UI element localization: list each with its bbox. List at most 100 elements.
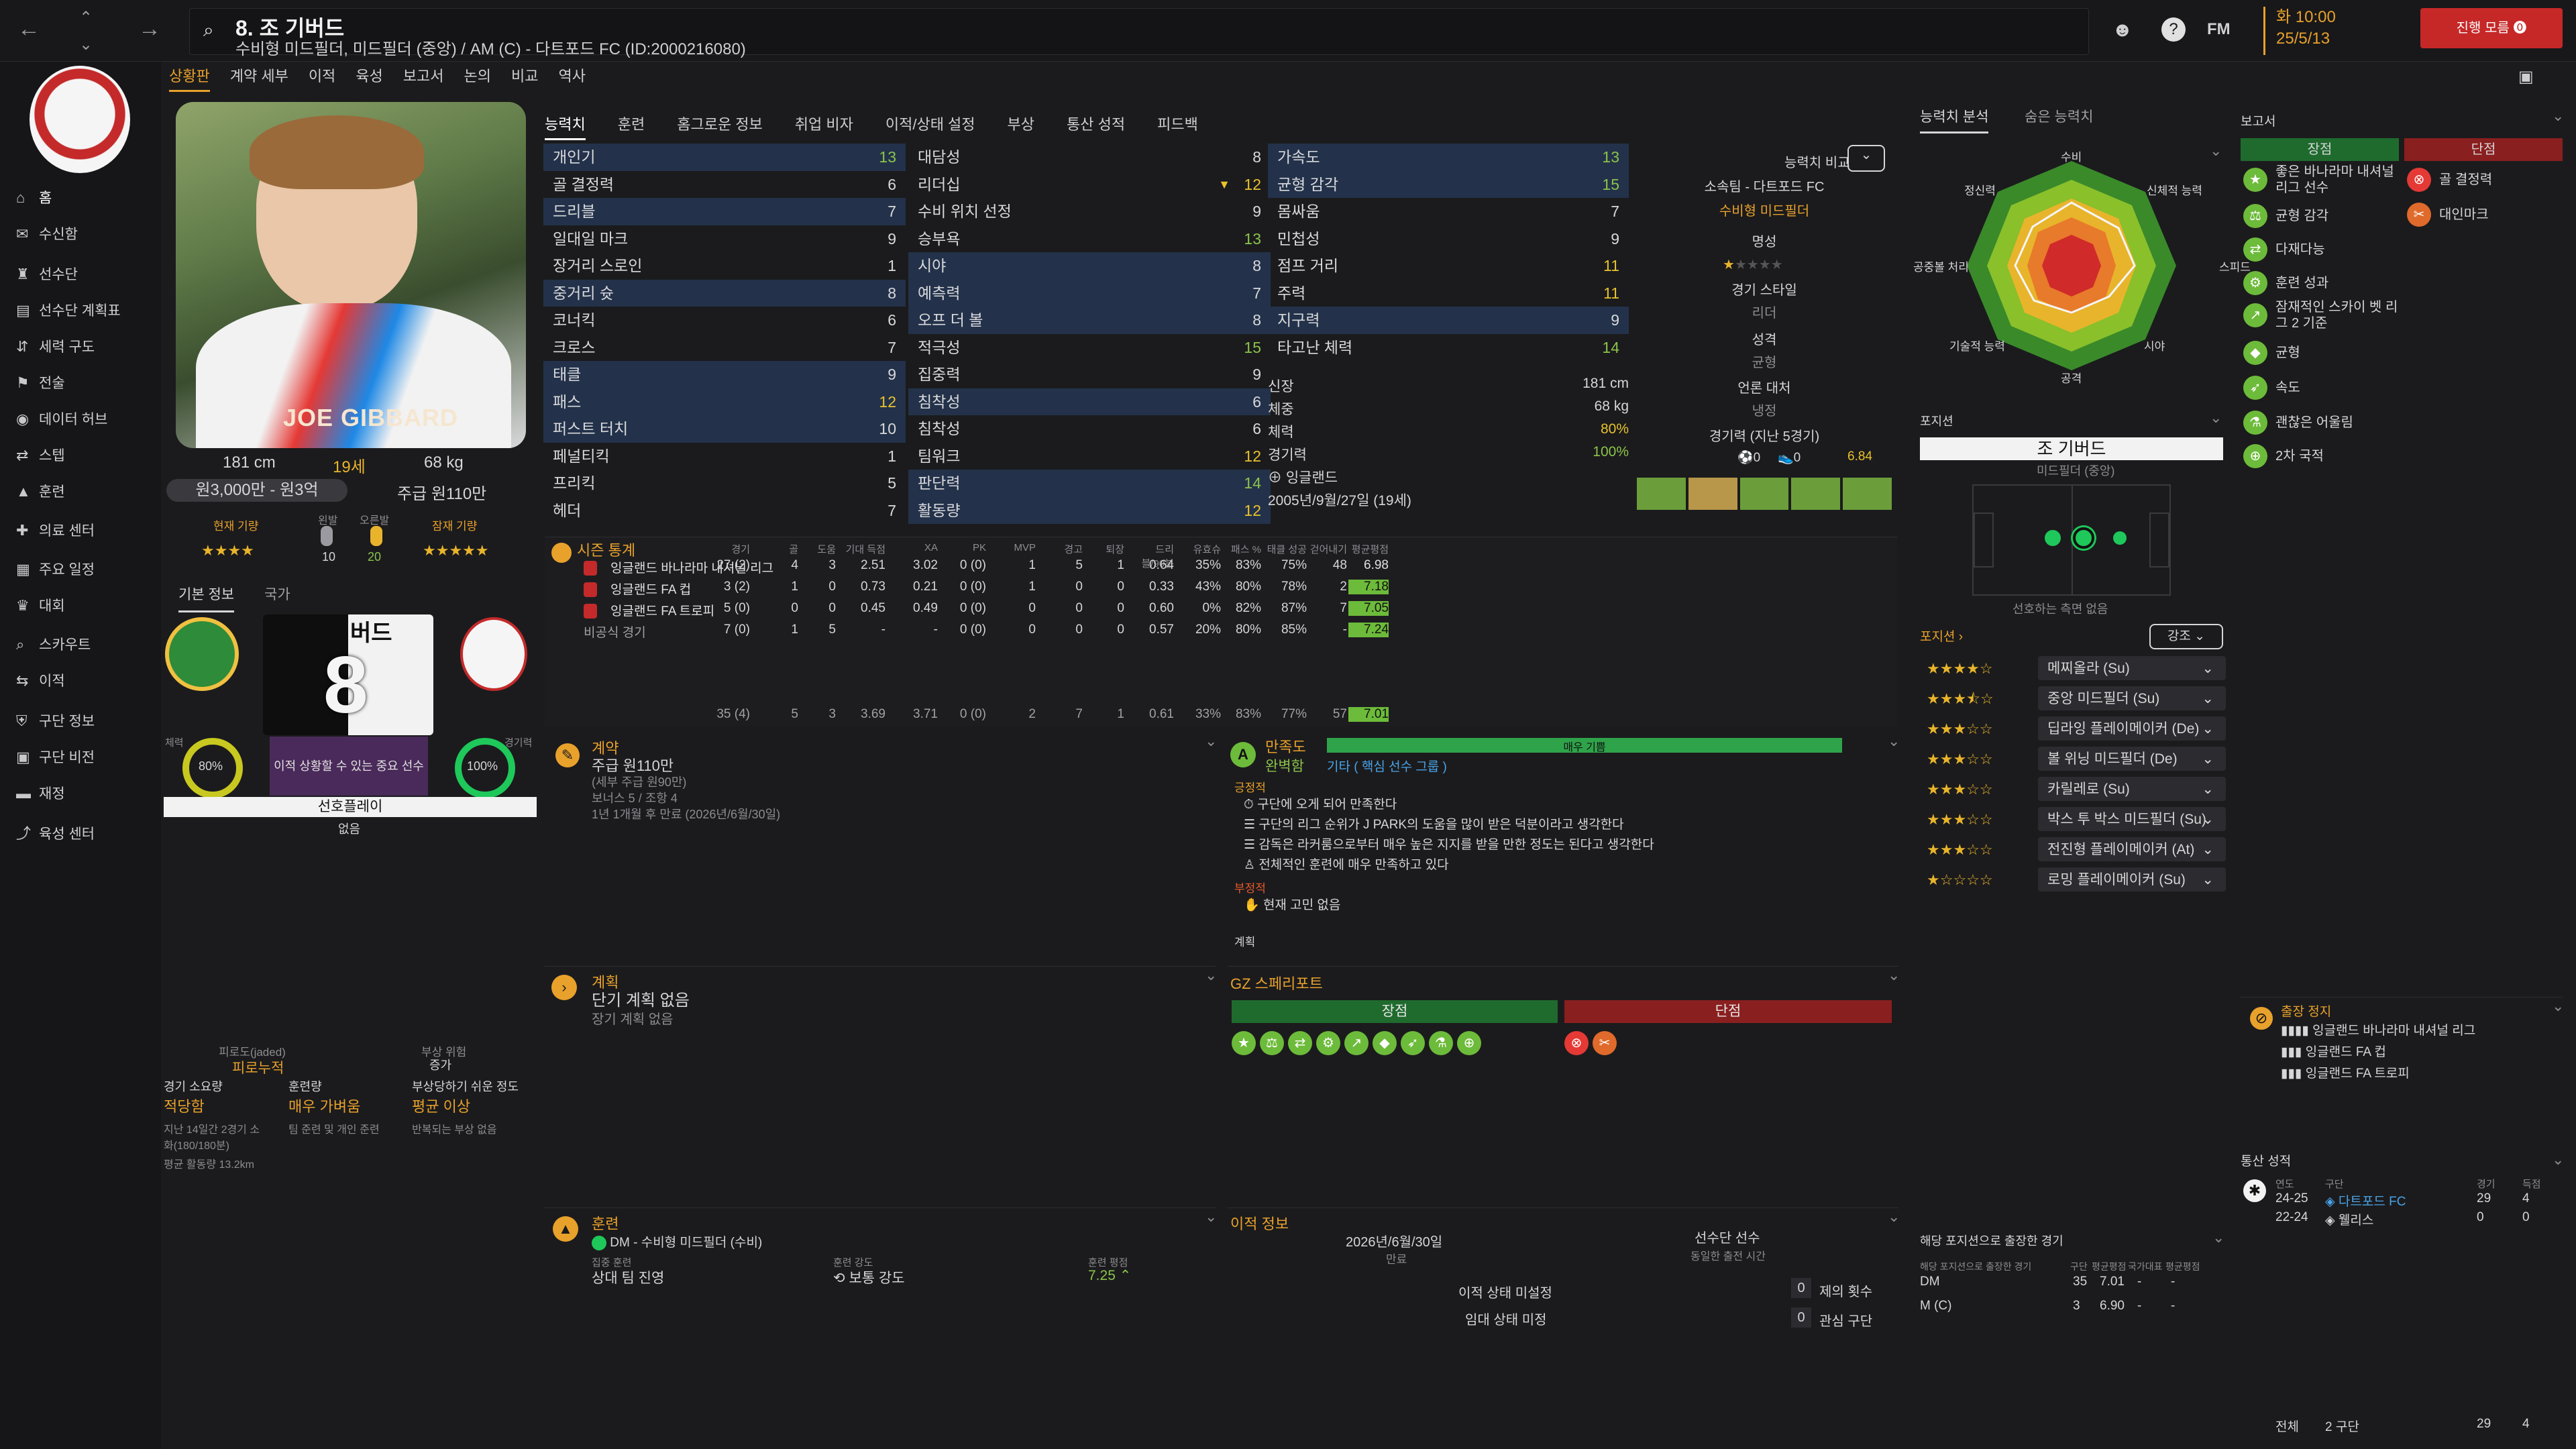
positive-item: ♙ 전체적인 훈련에 매우 만족하고 있다 bbox=[1244, 855, 1449, 873]
scout-title[interactable]: GZ 스페리포트 bbox=[1230, 975, 1323, 992]
nav-item-17[interactable]: ⤴ 육성 센터 bbox=[16, 818, 158, 849]
competition-name[interactable]: 잉글랜드 FA 트로피 bbox=[610, 604, 715, 619]
tab-career[interactable]: 통산 성적 bbox=[1067, 116, 1126, 133]
tab-work-permit[interactable]: 취업 비자 bbox=[794, 116, 853, 133]
layout-icon[interactable]: ▣ bbox=[2518, 68, 2534, 86]
transfer-info-title[interactable]: 이적 정보 bbox=[1230, 1216, 1289, 1232]
transfer-value[interactable]: 원3,000만 - 원3억 bbox=[166, 479, 347, 502]
help-icon[interactable]: ? bbox=[2161, 17, 2186, 42]
tab-training[interactable]: 훈련 bbox=[617, 116, 645, 133]
emphasis-dropdown[interactable]: 강조 ⌄ bbox=[2149, 624, 2223, 649]
report-collapse-icon[interactable]: ⌄ bbox=[2552, 107, 2565, 124]
subnav-discuss[interactable]: 논의 bbox=[464, 68, 491, 85]
plans-collapse-icon[interactable]: ⌄ bbox=[1205, 967, 1218, 983]
role-row[interactable]: ★☆☆☆☆ 로밍 플레이메이커 (Su) ⌄ bbox=[1920, 867, 2226, 893]
suspension-title[interactable]: 출장 정지 bbox=[2281, 1005, 2332, 1019]
subnav-compare[interactable]: 비교 bbox=[511, 68, 539, 85]
position-apps-collapse-icon[interactable]: ⌄ bbox=[2212, 1229, 2225, 1246]
nav-item-8[interactable]: ▲ 훈련 bbox=[16, 476, 158, 507]
competition-name[interactable]: 잉글랜드 바나라마 내셔널 리그 bbox=[610, 561, 774, 576]
nav-item-6[interactable]: ◉ 데이터 허브 bbox=[16, 404, 158, 435]
continue-button[interactable]: 진행 모름 ⓿ bbox=[2420, 8, 2563, 48]
attribute-name: 몸싸움 bbox=[1277, 203, 1320, 220]
chevron-down-icon[interactable]: ⌄ bbox=[79, 36, 93, 54]
training-collapse-icon[interactable]: ⌄ bbox=[1205, 1208, 1218, 1225]
chevron-up-icon[interactable]: ⌃ bbox=[79, 9, 93, 27]
nav-item-1[interactable]: ✉ 수신함 bbox=[16, 219, 158, 250]
happiness-group: 기타 ( 핵심 선수 그룹 ) bbox=[1327, 760, 1447, 774]
role-name[interactable]: 박스 투 박스 미드필더 (Su) ⌄ bbox=[2038, 807, 2226, 831]
role-row[interactable]: ★★★★☆ 메찌올라 (Su) ⌄ bbox=[1920, 656, 2226, 682]
training-title[interactable]: 훈련 bbox=[592, 1216, 619, 1232]
role-row[interactable]: ★★★☆☆ 카릴레로 (Su) ⌄ bbox=[1920, 777, 2226, 802]
role-name[interactable]: 카릴레로 (Su) ⌄ bbox=[2038, 777, 2226, 801]
compare-dropdown[interactable]: ⌄ bbox=[1847, 145, 1885, 172]
skull-icon[interactable]: ☻ bbox=[2112, 19, 2133, 41]
contract-title[interactable]: 계약 bbox=[592, 740, 619, 757]
roles-label[interactable]: 포지션 › bbox=[1920, 630, 1964, 644]
subnav-history[interactable]: 역사 bbox=[558, 68, 586, 85]
nav-item-15[interactable]: ▣ 구단 비전 bbox=[16, 742, 158, 773]
nav-item-0[interactable]: ⌂ 홈 bbox=[16, 182, 158, 213]
nav-item-14[interactable]: ⛨ 구단 정보 bbox=[16, 706, 158, 737]
search-bar[interactable]: ⌕ 8. 조 기버드 수비형 미드필더, 미드필더 (중앙) / AM (C) … bbox=[189, 8, 2089, 58]
role-row[interactable]: ★★★⯪☆ 중앙 미드필더 (Su) ⌄ bbox=[1920, 686, 2226, 712]
role-name[interactable]: 중앙 미드필더 (Su) ⌄ bbox=[2038, 686, 2226, 710]
transfer-collapse-icon[interactable]: ⌄ bbox=[1888, 1208, 1900, 1225]
role-name[interactable]: 메찌올라 (Su) ⌄ bbox=[2038, 656, 2226, 680]
subnav-overview[interactable]: 상황판 bbox=[169, 68, 210, 92]
career-collapse-icon[interactable]: ⌄ bbox=[2552, 1151, 2565, 1168]
tab-attributes[interactable]: 능력치 bbox=[545, 116, 586, 140]
nav-item-12[interactable]: ⌕ 스카우트 bbox=[16, 629, 158, 660]
tab-feedback[interactable]: 피드백 bbox=[1157, 116, 1198, 133]
back-icon[interactable]: ← bbox=[17, 16, 40, 42]
competition-name[interactable]: 잉글랜드 FA 컵 bbox=[610, 583, 692, 597]
tab-basic-info[interactable]: 기본 정보 bbox=[178, 584, 235, 612]
fm-menu-icon[interactable]: FM bbox=[2207, 20, 2231, 38]
career-row-club[interactable]: ◈ 다트포드 FC bbox=[2325, 1195, 2406, 1209]
nav-item-5[interactable]: ⚑ 전술 bbox=[16, 368, 158, 398]
forward-icon[interactable]: → bbox=[138, 16, 161, 42]
subnav-reports[interactable]: 보고서 bbox=[402, 68, 444, 85]
nav-item-2[interactable]: ♜ 선수단 bbox=[16, 259, 158, 290]
competition-name[interactable]: 비공식 경기 bbox=[584, 626, 646, 640]
analysis-collapse-icon[interactable]: ⌄ bbox=[2210, 142, 2222, 159]
scout-collapse-icon[interactable]: ⌄ bbox=[1888, 967, 1900, 983]
happiness-title[interactable]: 만족도 bbox=[1265, 739, 1306, 755]
nav-item-11[interactable]: ♛ 대회 bbox=[16, 590, 158, 621]
suspension-collapse-icon[interactable]: ⌄ bbox=[2552, 998, 2565, 1014]
nav-item-4[interactable]: ⇵ 세력 구도 bbox=[16, 331, 158, 362]
club-crest[interactable] bbox=[30, 66, 130, 173]
subnav-contract[interactable]: 계약 세부 bbox=[229, 68, 288, 85]
tab-injury[interactable]: 부상 bbox=[1007, 116, 1035, 133]
role-row[interactable]: ★★★☆☆ 딥라잉 플레이메이커 (De) ⌄ bbox=[1920, 716, 2226, 742]
position-collapse-icon[interactable]: ⌄ bbox=[2210, 409, 2222, 426]
contract-end-label: 만료 bbox=[1386, 1253, 1407, 1266]
role-name[interactable]: 볼 위닝 미드필더 (De) ⌄ bbox=[2038, 747, 2226, 771]
role-row[interactable]: ★★★☆☆ 전진형 플레이메이커 (At) ⌄ bbox=[1920, 837, 2226, 863]
nav-item-16[interactable]: ▬ 재정 bbox=[16, 778, 158, 809]
role-row[interactable]: ★★★☆☆ 볼 위닝 미드필더 (De) ⌄ bbox=[1920, 747, 2226, 772]
tab-transfer-status[interactable]: 이적/상태 설정 bbox=[885, 116, 975, 133]
tab-attribute-analysis[interactable]: 능력치 분석 bbox=[1920, 106, 1989, 133]
tab-hidden-attributes[interactable]: 숨은 능력치 bbox=[2025, 109, 2094, 125]
nav-item-7[interactable]: ⇄ 스텝 bbox=[16, 440, 158, 471]
nav-item-13[interactable]: ⇆ 이적 bbox=[16, 665, 158, 696]
nav-item-3[interactable]: ▤ 선수단 계획표 bbox=[16, 295, 158, 326]
role-name[interactable]: 전진형 플레이메이커 (At) ⌄ bbox=[2038, 837, 2226, 861]
role-name[interactable]: 딥라잉 플레이메이커 (De) ⌄ bbox=[2038, 716, 2226, 741]
happiness-collapse-icon[interactable]: ⌄ bbox=[1888, 733, 1900, 749]
career-row-club[interactable]: ◈ 웰리스 bbox=[2325, 1214, 2374, 1228]
role-name[interactable]: 로밍 플레이메이커 (Su) ⌄ bbox=[2038, 867, 2226, 892]
season-stats-title[interactable]: 시즌 통계 bbox=[577, 542, 636, 559]
tab-homegrown[interactable]: 홈그로운 정보 bbox=[677, 116, 763, 133]
contract-collapse-icon[interactable]: ⌄ bbox=[1205, 733, 1218, 749]
subnav-development[interactable]: 육성 bbox=[356, 68, 383, 85]
attribute-row: 대담성 8 bbox=[908, 144, 1271, 171]
nav-item-10[interactable]: ▦ 주요 일정 bbox=[16, 554, 158, 585]
plans-title[interactable]: 계획 bbox=[592, 974, 619, 991]
tab-nation[interactable]: 국가 bbox=[264, 587, 290, 602]
subnav-transfer[interactable]: 이적 bbox=[308, 68, 336, 85]
nav-item-9[interactable]: ✚ 의료 센터 bbox=[16, 515, 158, 546]
role-row[interactable]: ★★★☆☆ 박스 투 박스 미드필더 (Su) ⌄ bbox=[1920, 807, 2226, 833]
